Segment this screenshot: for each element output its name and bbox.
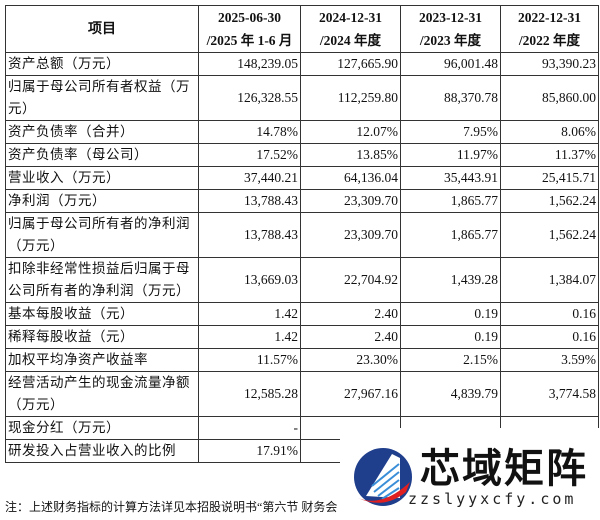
- building-logo-icon: [354, 448, 412, 506]
- row-label: 加权平均净资产收益率: [5, 348, 199, 372]
- table-row: 稀释每股收益（元） 1.42 2.40 0.19 0.16: [5, 325, 599, 349]
- cell-value: 93,390.23: [500, 52, 599, 76]
- cell-value: 23,309.70: [300, 189, 401, 213]
- row-label: 基本每股收益（元）: [5, 302, 199, 326]
- cell-value: 3,774.58: [500, 371, 599, 417]
- cell-value: 96,001.48: [400, 52, 501, 76]
- cell-value: 4,839.79: [400, 371, 501, 417]
- cell-value: 0.16: [500, 325, 599, 349]
- row-label: 归属于母公司所有者的净利润（万元）: [5, 212, 199, 258]
- table-row: 资产负债率（合并） 14.78% 12.07% 7.95% 8.06%: [5, 120, 599, 144]
- header-row: 项目 2025-06-30 /2025 年 1-6 月 2024-12-31 /20…: [5, 5, 599, 53]
- row-label: 现金分红（万元）: [5, 416, 199, 440]
- cell-value: 85,860.00: [500, 75, 599, 121]
- row-label: 资产总额（万元）: [5, 52, 199, 76]
- row-label: 资产负债率（合并）: [5, 120, 199, 144]
- row-label: 资产负债率（母公司）: [5, 143, 199, 167]
- cell-value: 13,669.03: [198, 257, 301, 303]
- column-header: 2023-12-31 /2023 年度: [400, 5, 501, 53]
- cell-value: 35,443.91: [400, 166, 501, 190]
- column-header: 2025-06-30 /2025 年 1-6 月: [198, 5, 301, 53]
- cell-value: 23.30%: [300, 348, 401, 372]
- watermark-url: zzslyyxcfy.com: [408, 490, 577, 508]
- cell-value: 14.78%: [198, 120, 301, 144]
- cell-value: 23,309.70: [300, 212, 401, 258]
- cell-value: 1.42: [198, 302, 301, 326]
- cell-value: 3.59%: [500, 348, 599, 372]
- watermark: 芯域矩阵 zzslyyxcfy.com: [340, 428, 600, 520]
- cell-value: 127,665.90: [300, 52, 401, 76]
- row-label: 稀释每股收益（元）: [5, 325, 199, 349]
- row-label: 营业收入（万元）: [5, 166, 199, 190]
- table-row: 资产总额（万元） 148,239.05 127,665.90 96,001.48 93,…: [5, 52, 599, 76]
- cell-value: 37,440.21: [198, 166, 301, 190]
- cell-value: 2.15%: [400, 348, 501, 372]
- table-row: 基本每股收益（元） 1.42 2.40 0.19 0.16: [5, 302, 599, 326]
- table-row: 归属于母公司所有者的净利润（万元） 13,788.43 23,309.70 1,865…: [5, 212, 599, 258]
- column-header: 2024-12-31 /2024 年度: [300, 5, 401, 53]
- cell-value: 88,370.78: [400, 75, 501, 121]
- table-row: 经营活动产生的现金流量净额（万元） 12,585.28 27,967.16 4,839…: [5, 371, 599, 417]
- cell-value: 17.52%: [198, 143, 301, 167]
- cell-value: 112,259.80: [300, 75, 401, 121]
- cell-value: 27,967.16: [300, 371, 401, 417]
- row-label: 研发投入占营业收入的比例: [5, 439, 199, 463]
- cell-value: 13,788.43: [198, 212, 301, 258]
- cell-value: -: [198, 416, 301, 440]
- cell-value: 2.40: [300, 302, 401, 326]
- cell-value: 13.85%: [300, 143, 401, 167]
- cell-value: 13,788.43: [198, 189, 301, 213]
- table-row: 营业收入（万元） 37,440.21 64,136.04 35,443.91 25,41…: [5, 166, 599, 190]
- table-row: 资产负债率（母公司） 17.52% 13.85% 11.97% 11.37%: [5, 143, 599, 167]
- cell-value: 148,239.05: [198, 52, 301, 76]
- cell-value: 1,562.24: [500, 212, 599, 258]
- cell-value: 12,585.28: [198, 371, 301, 417]
- watermark-brand: 芯域矩阵: [420, 446, 588, 492]
- cell-value: 0.19: [400, 302, 501, 326]
- cell-value: 64,136.04: [300, 166, 401, 190]
- cell-value: 12.07%: [300, 120, 401, 144]
- cell-value: 1,865.77: [400, 189, 501, 213]
- cell-value: 1.42: [198, 325, 301, 349]
- row-label: 扣除非经常性损益后归属于母公司所有者的净利润（万元）: [5, 257, 199, 303]
- cell-value: 8.06%: [500, 120, 599, 144]
- financial-indicators-table: 项目 2025-06-30 /2025 年 1-6 月 2024-12-31 /20…: [5, 5, 599, 463]
- cell-value: 1,439.28: [400, 257, 501, 303]
- cell-value: 1,384.07: [500, 257, 599, 303]
- cell-value: 2.40: [300, 325, 401, 349]
- table-row: 净利润（万元） 13,788.43 23,309.70 1,865.77 1,562.2…: [5, 189, 599, 213]
- footnote: 注：上述财务指标的计算方法详见本招股说明书“第六节 财务会: [5, 500, 338, 514]
- cell-value: 11.37%: [500, 143, 599, 167]
- table-row: 归属于母公司所有者权益（万元） 126,328.55 112,259.80 88,37…: [5, 75, 599, 121]
- cell-value: 25,415.71: [500, 166, 599, 190]
- cell-value: 17.91%: [198, 439, 301, 463]
- cell-value: 22,704.92: [300, 257, 401, 303]
- cell-value: 7.95%: [400, 120, 501, 144]
- cell-value: 0.19: [400, 325, 501, 349]
- row-label: 经营活动产生的现金流量净额（万元）: [5, 371, 199, 417]
- row-label: 净利润（万元）: [5, 189, 199, 213]
- cell-value: 1,865.77: [400, 212, 501, 258]
- table-row: 加权平均净资产收益率 11.57% 23.30% 2.15% 3.59%: [5, 348, 599, 372]
- cell-value: 126,328.55: [198, 75, 301, 121]
- column-header: 2022-12-31 /2022 年度: [500, 5, 599, 53]
- item-header: 项目: [5, 5, 199, 53]
- cell-value: 11.57%: [198, 348, 301, 372]
- row-label: 归属于母公司所有者权益（万元）: [5, 75, 199, 121]
- cell-value: 1,562.24: [500, 189, 599, 213]
- table-row: 扣除非经常性损益后归属于母公司所有者的净利润（万元） 13,669.03 22,70…: [5, 257, 599, 303]
- cell-value: 0.16: [500, 302, 599, 326]
- cell-value: 11.97%: [400, 143, 501, 167]
